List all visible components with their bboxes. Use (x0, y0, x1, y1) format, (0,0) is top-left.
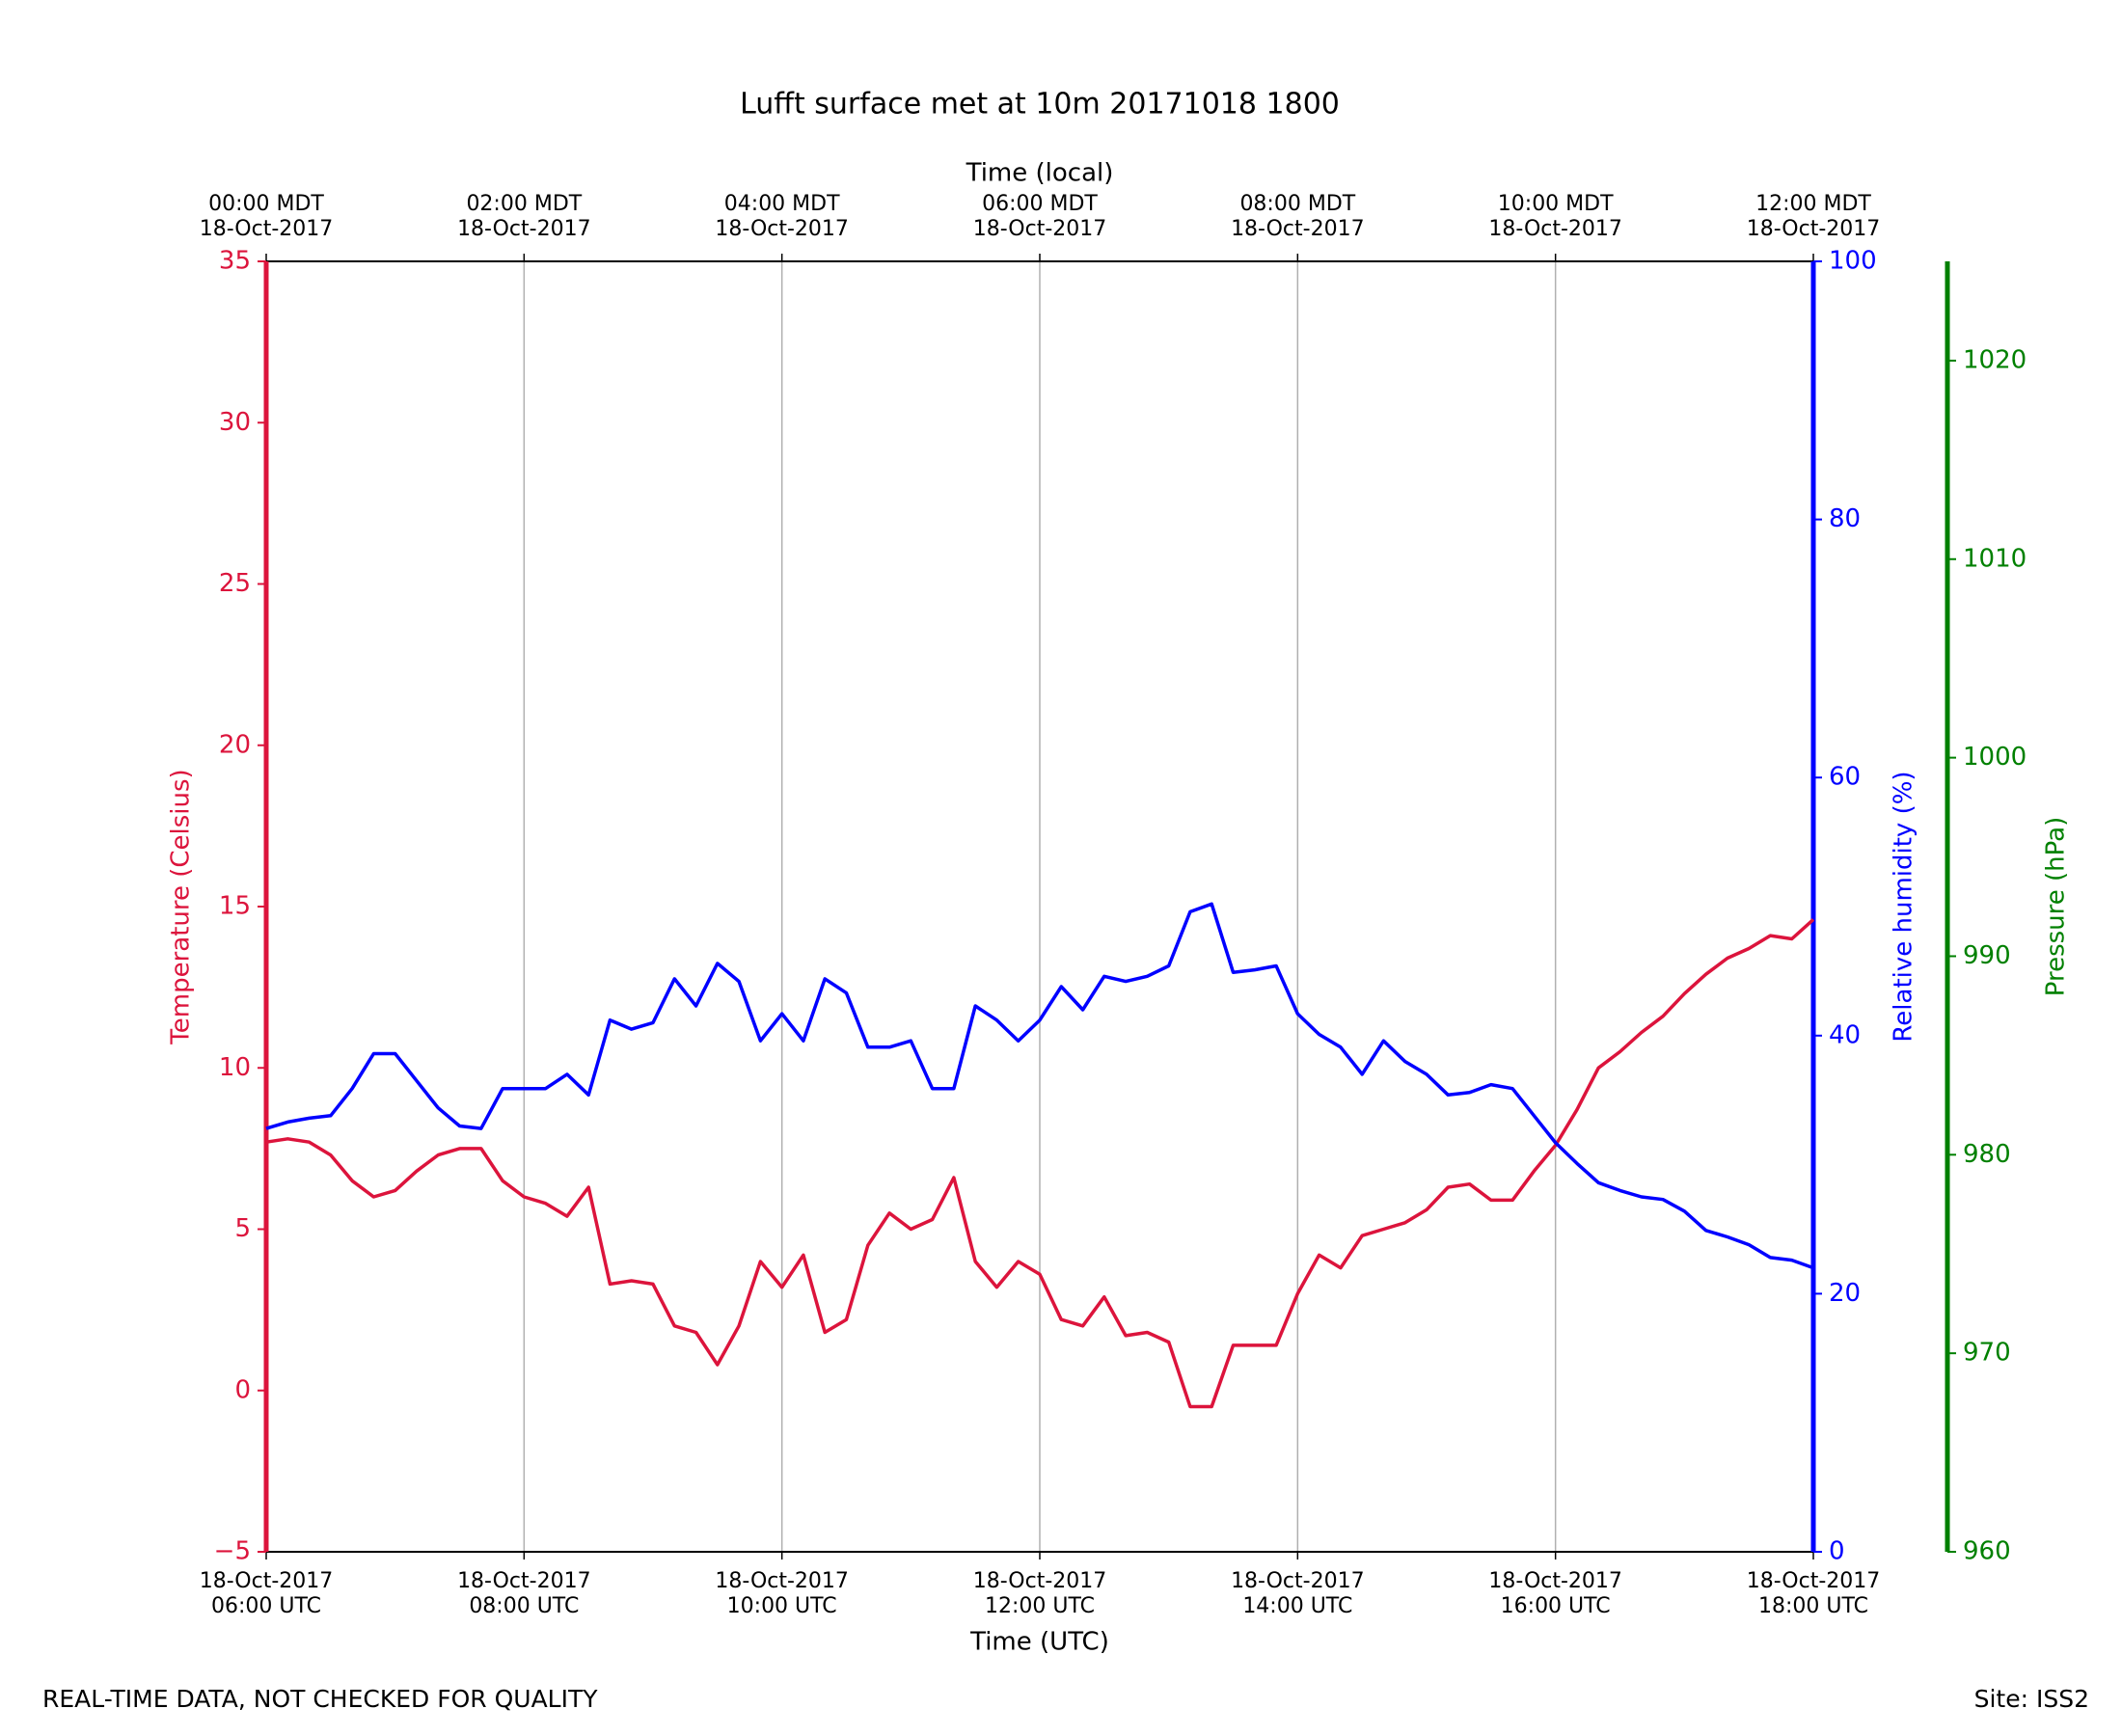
top-axis-label: Time (local) (966, 159, 1114, 188)
x-tick-label: 06:00 UTC (211, 1594, 321, 1618)
x-tick-label: 16:00 UTC (1501, 1594, 1611, 1618)
y-tick-label: −5 (214, 1537, 251, 1566)
y2-tick-label: 0 (1829, 1537, 1845, 1566)
y-tick-label: 25 (219, 569, 251, 598)
x-tick-label: 18-Oct-2017 (457, 1569, 591, 1593)
x-tick-label: 08:00 UTC (469, 1594, 579, 1618)
top-tick-label: 18-Oct-2017 (457, 217, 591, 241)
top-tick-label: 00:00 MDT (208, 192, 324, 216)
y3-axis-label: Pressure (hPa) (2042, 817, 2071, 997)
y2-tick-label: 80 (1829, 504, 1861, 533)
y3-tick-label: 970 (1963, 1339, 2011, 1368)
y-tick-label: 15 (219, 892, 251, 921)
x-tick-label: 18-Oct-2017 (1488, 1569, 1622, 1593)
y3-tick-label: 990 (1963, 941, 2011, 970)
footer-note: REAL-TIME DATA, NOT CHECKED FOR QUALITY (42, 1685, 598, 1713)
y-tick-label: 20 (219, 730, 251, 759)
y-tick-label: 35 (219, 247, 251, 276)
x-tick-label: 14:00 UTC (1242, 1594, 1352, 1618)
top-tick-label: 04:00 MDT (724, 192, 840, 216)
top-tick-label: 18-Oct-2017 (973, 217, 1107, 241)
y2-tick-label: 40 (1829, 1020, 1861, 1049)
x-axis-label: Time (UTC) (969, 1628, 1109, 1657)
x-tick-label: 18-Oct-2017 (715, 1569, 849, 1593)
y3-tick-label: 960 (1963, 1537, 2011, 1566)
top-tick-label: 18-Oct-2017 (1231, 217, 1365, 241)
x-tick-label: 12:00 UTC (985, 1594, 1095, 1618)
y3-tick-label: 1020 (1963, 345, 2027, 374)
y2-axis-label: Relative humidity (%) (1890, 771, 1918, 1042)
y2-tick-label: 60 (1829, 763, 1861, 792)
top-tick-label: 18-Oct-2017 (715, 217, 849, 241)
x-tick-label: 18-Oct-2017 (973, 1569, 1107, 1593)
y-axis-label: Temperature (Celsius) (167, 769, 196, 1044)
chart-title: Lufft surface met at 10m 20171018 1800 (740, 88, 1340, 122)
y3-tick-label: 1000 (1963, 743, 2027, 772)
top-tick-label: 12:00 MDT (1755, 192, 1871, 216)
top-tick-label: 10:00 MDT (1498, 192, 1614, 216)
y-tick-label: 30 (219, 408, 251, 437)
top-tick-label: 08:00 MDT (1239, 192, 1355, 216)
y2-tick-label: 100 (1829, 247, 1877, 276)
x-tick-label: 18:00 UTC (1758, 1594, 1868, 1618)
top-tick-label: 06:00 MDT (982, 192, 1098, 216)
y3-tick-label: 980 (1963, 1140, 2011, 1169)
top-tick-label: 18-Oct-2017 (200, 217, 334, 241)
x-tick-label: 10:00 UTC (727, 1594, 837, 1618)
y-tick-label: 0 (234, 1375, 251, 1404)
x-tick-label: 18-Oct-2017 (1747, 1569, 1881, 1593)
x-tick-label: 18-Oct-2017 (200, 1569, 334, 1593)
top-tick-label: 02:00 MDT (466, 192, 582, 216)
series-line (265, 902, 1814, 1270)
y-tick-label: 10 (219, 1053, 251, 1082)
y2-tick-label: 20 (1829, 1279, 1861, 1308)
top-tick-label: 18-Oct-2017 (1747, 217, 1881, 241)
site-label: Site: ISS2 (1974, 1685, 2089, 1713)
y3-tick-label: 1010 (1963, 544, 2027, 573)
x-tick-label: 18-Oct-2017 (1231, 1569, 1365, 1593)
top-tick-label: 18-Oct-2017 (1488, 217, 1622, 241)
y-tick-label: 5 (234, 1214, 251, 1243)
series-line (265, 918, 1815, 1409)
